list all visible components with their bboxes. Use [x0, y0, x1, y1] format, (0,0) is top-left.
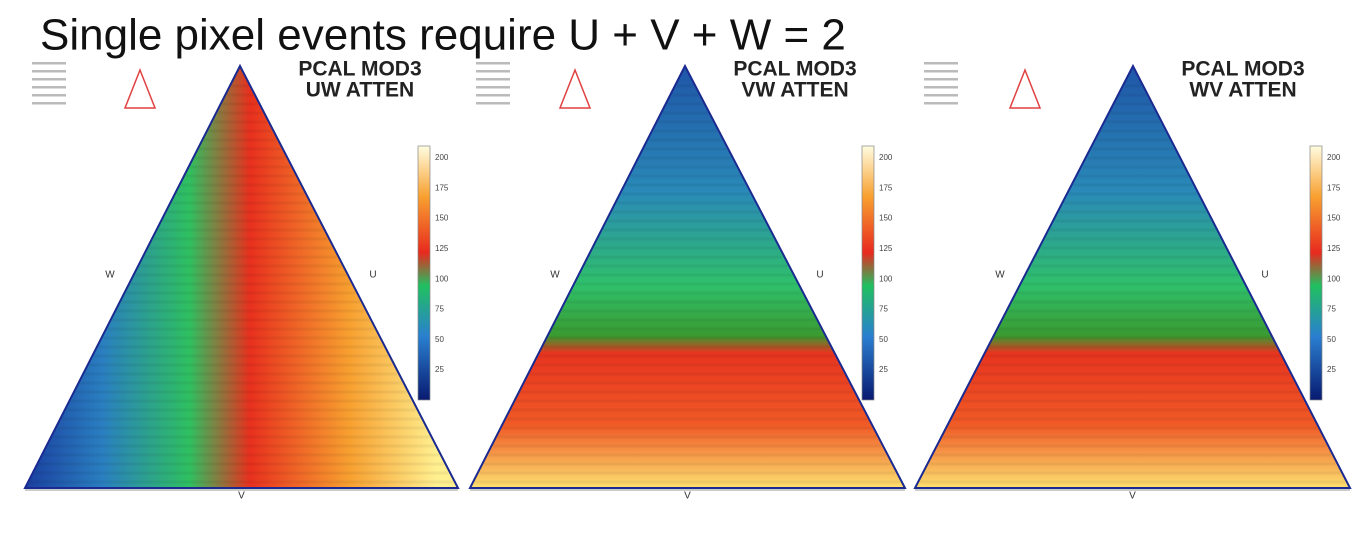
colorbar-tick-label: 175	[435, 183, 449, 192]
colorbar-tick-label: 175	[879, 183, 893, 192]
bottom-label: V	[684, 491, 691, 502]
colorbar-tick-label: 150	[1327, 214, 1341, 223]
info-line	[924, 70, 958, 73]
info-line	[924, 78, 958, 81]
colorbar-tick-label: 175	[1327, 183, 1341, 192]
colorbar-tick-label: 200	[435, 153, 449, 162]
info-line	[476, 102, 510, 105]
panel-title: PCAL MOD3	[298, 58, 421, 81]
colorbar	[861, 145, 875, 401]
colorbar-tick-label: 75	[435, 305, 444, 314]
panel-title: PCAL MOD3	[733, 58, 856, 81]
colorbar-tick-label: 75	[879, 305, 888, 314]
left-label: W	[995, 270, 1005, 281]
colorbar-tick-label: 25	[1327, 365, 1336, 374]
info-line	[32, 86, 66, 89]
info-line	[924, 94, 958, 97]
info-line	[32, 94, 66, 97]
info-line	[32, 102, 66, 105]
inset-triangle	[123, 67, 157, 109]
colorbar	[417, 145, 431, 401]
info-line	[476, 78, 510, 81]
right-label: U	[369, 270, 376, 281]
info-line	[924, 62, 958, 65]
heatmap	[468, 63, 907, 489]
colorbar-tick-label: 125	[1327, 244, 1341, 253]
bottom-label: V	[1129, 491, 1136, 502]
colorbar-tick-label: 75	[1327, 305, 1336, 314]
bottom-label: V	[238, 491, 245, 502]
colorbar-tick-label: 50	[1327, 335, 1336, 344]
right-label: U	[1261, 270, 1268, 281]
colorbar-tick-label: 150	[879, 214, 893, 223]
info-line	[476, 70, 510, 73]
colorbar-tick-label: 125	[879, 244, 893, 253]
left-label: W	[550, 270, 560, 281]
colorbar-tick-label: 100	[1327, 274, 1341, 283]
colorbar-tick-label: 25	[435, 365, 444, 374]
panel-title: WV ATTEN	[1189, 79, 1296, 102]
colorbar-tick-label: 200	[1327, 153, 1341, 162]
colorbar-tick-label: 100	[435, 274, 449, 283]
colorbar-tick-label: 50	[879, 335, 888, 344]
inset-triangle	[558, 67, 592, 109]
info-line	[32, 70, 66, 73]
colorbar-tick-label: 100	[879, 274, 893, 283]
panel-title: UW ATTEN	[306, 79, 414, 102]
colorbar-tick-label: 25	[879, 365, 888, 374]
heatmap	[913, 63, 1352, 489]
panel-title: PCAL MOD3	[1181, 58, 1304, 81]
right-label: U	[816, 270, 823, 281]
left-label: W	[105, 270, 115, 281]
info-line	[924, 86, 958, 89]
info-line	[32, 78, 66, 81]
info-line	[476, 62, 510, 65]
colorbar-tick-label: 125	[435, 244, 449, 253]
info-line	[32, 62, 66, 65]
colorbar-tick-label: 200	[879, 153, 893, 162]
info-line	[924, 102, 958, 105]
colorbar	[1309, 145, 1323, 401]
colorbar-tick-label: 150	[435, 214, 449, 223]
colorbar-tick-label: 50	[435, 335, 444, 344]
heatmap	[23, 63, 460, 489]
slide-title: Single pixel events require U + V + W = …	[40, 11, 846, 60]
panel-title: VW ATTEN	[741, 79, 848, 102]
info-line	[476, 86, 510, 89]
inset-triangle	[1008, 67, 1042, 109]
info-line	[476, 94, 510, 97]
